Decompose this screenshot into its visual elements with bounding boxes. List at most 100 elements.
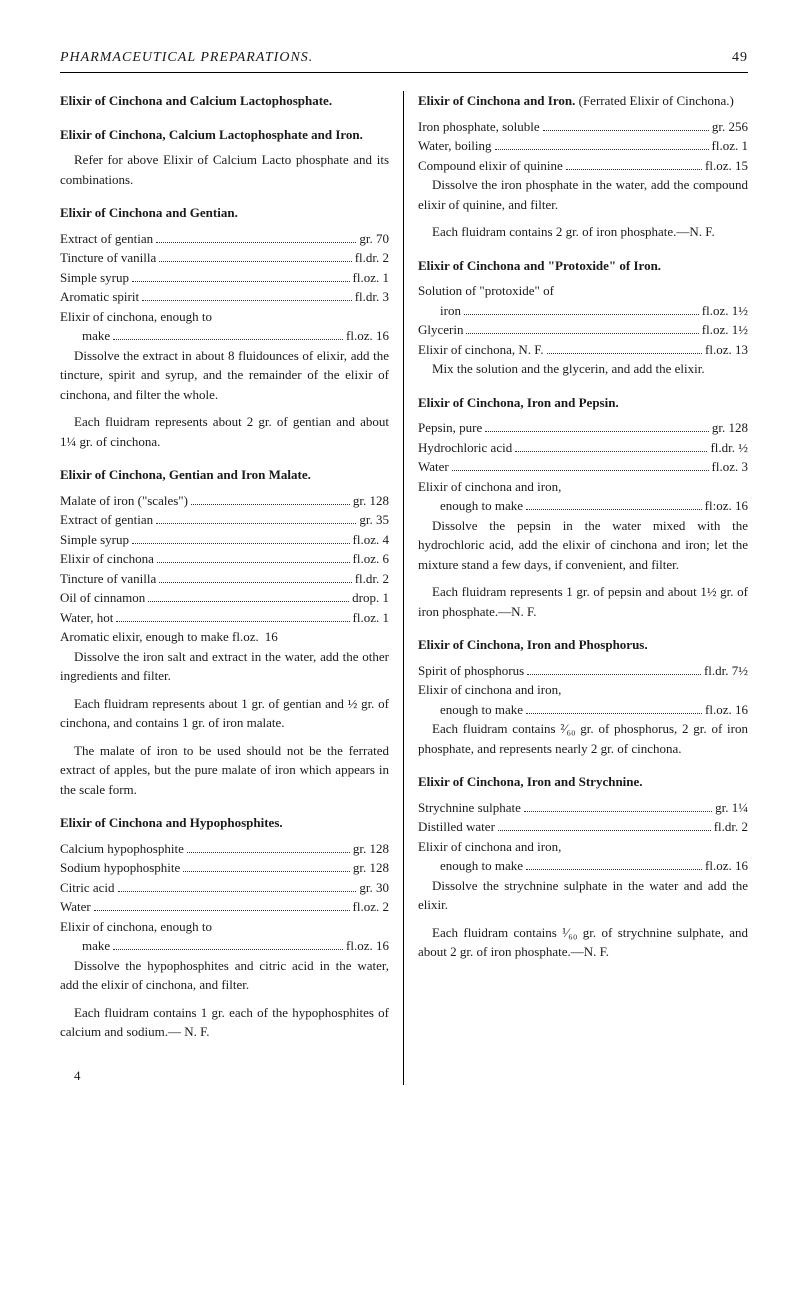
title-main: Elixir of Cinchona and Iron. (418, 93, 575, 108)
columns: Elixir of Cinchona and Calcium Lactophos… (60, 91, 748, 1085)
paragraph: Mix the solution and the glycerin, and a… (418, 359, 748, 379)
left-column: Elixir of Cinchona and Calcium Lactophos… (60, 91, 404, 1085)
leader-dots (113, 330, 343, 340)
ingredient-label: Elixir of cinchona, enough to (60, 917, 212, 937)
ingredient-amount: gr. 70 (359, 229, 389, 249)
ingredient-line: enough to make fl:oz. 16 (418, 496, 748, 516)
paragraph: Dissolve the iron salt and extract in th… (60, 647, 389, 686)
ingredient-amount: gr. 128 (712, 418, 748, 438)
ingredient-line: Elixir of cinchona and iron, (418, 477, 748, 497)
paragraph: Each fluidram contains ¹⁄₆₀ gr. of stryc… (418, 923, 748, 962)
ingredient-amount: fl.oz. 1 (353, 268, 389, 288)
entry-title: Elixir of Cinchona and Gentian. (60, 203, 389, 223)
leader-dots (159, 252, 351, 262)
ingredient-line: make fl.oz. 16 (60, 326, 389, 346)
entry-title: Elixir of Cinchona and Hypophosphites. (60, 813, 389, 833)
ingredient-amount: gr. 128 (353, 839, 389, 859)
ingredient-amount: fl.dr. 2 (355, 569, 389, 589)
leader-dots (187, 842, 350, 852)
leader-dots (526, 703, 702, 713)
ingredient-label: Calcium hypophosphite (60, 839, 184, 859)
ingredient-amount: fl.dr. 3 (355, 287, 389, 307)
ingredient-line: Tincture of vanillafl.dr. 2 (60, 569, 389, 589)
leader-dots (157, 553, 350, 563)
paragraph: Each fluidram represents about 1 gr. of … (60, 694, 389, 733)
ingredient-amount: gr. 128 (353, 491, 389, 511)
ingredient-amount: gr. 30 (359, 878, 389, 898)
ingredient-line: makefl.oz. 16 (60, 936, 389, 956)
leader-dots (183, 862, 350, 872)
paragraph: Dissolve the strychnine sulphate in the … (418, 876, 748, 915)
entry-title: Elixir of Cinchona, Gentian and Iron Mal… (60, 465, 389, 485)
ingredient-amount: fl.oz. 1 (712, 136, 748, 156)
entry-title: Elixir of Cinchona and Iron. (Ferrated E… (418, 91, 748, 111)
leader-dots (466, 324, 698, 334)
ingredient-label: enough to make (440, 496, 523, 516)
ingredient-line: Malate of iron ("scales")gr. 128 (60, 491, 389, 511)
ingredient-amount: gr. 256 (712, 117, 748, 137)
ingredient-amount: fl:oz. 16 (705, 496, 748, 516)
ingredient-amount: fl.oz. 2 (353, 897, 389, 917)
ingredient-line: Water, boilingfl.oz. 1 (418, 136, 748, 156)
ingredient-line: iron fl.oz. 1½ (418, 301, 748, 321)
paragraph: Dissolve the iron phosphate in the water… (418, 175, 748, 214)
leader-dots (132, 533, 350, 543)
ingredient-label: Glycerin (418, 320, 463, 340)
page-number: 49 (732, 50, 748, 66)
ingredient-line: Solution of "protoxide" of (418, 281, 748, 301)
leader-dots (524, 801, 712, 811)
leader-dots (118, 881, 357, 891)
ingredient-label: Simple syrup (60, 268, 129, 288)
ingredient-label: Elixir of cinchona (60, 549, 154, 569)
leader-dots (113, 940, 343, 950)
ingredient-line: Hydrochloric acidfl.dr. ½ (418, 438, 748, 458)
ingredient-label: Elixir of cinchona and iron, (418, 837, 561, 857)
ingredient-line: Simple syrup fl.oz. 1 (60, 268, 389, 288)
ingredient-line: Calcium hypophosphite gr. 128 (60, 839, 389, 859)
ingredient-label: Aromatic spirit (60, 287, 139, 307)
paragraph: Refer for above Elixir of Calcium Lacto … (60, 150, 389, 189)
ingredient-label: iron (440, 301, 461, 321)
ingredient-label: Simple syrup (60, 530, 129, 550)
ingredient-amount: fl.dr. 2 (714, 817, 748, 837)
ingredient-line: Water fl.oz. 2 (60, 897, 389, 917)
ingredient-line: Citric acidgr. 30 (60, 878, 389, 898)
ingredient-line: Extract of gentiangr. 35 (60, 510, 389, 530)
leader-dots (547, 343, 702, 353)
ingredient-label: Elixir of cinchona and iron, (418, 680, 561, 700)
ingredient-amount: fl.oz. 16 (346, 326, 389, 346)
leader-dots (159, 572, 351, 582)
ingredient-label: make (82, 326, 110, 346)
ingredient-line: Sodium hypophosphitegr. 128 (60, 858, 389, 878)
ingredient-line: Elixir of cinchonafl.oz. 6 (60, 549, 389, 569)
paragraph: Each fluidram represents 1 gr. of pepsin… (418, 582, 748, 621)
leader-dots (543, 120, 709, 130)
ingredient-amount: gr. 1¼ (715, 798, 748, 818)
ingredient-amount: fl.oz. 1½ (702, 320, 748, 340)
ingredient-line: Oil of cinnamondrop. 1 (60, 588, 389, 608)
ingredient-label: Water (418, 457, 449, 477)
paragraph: Each fluidram represents about 2 gr. of … (60, 412, 389, 451)
ingredient-line: Glycerin fl.oz. 1½ (418, 320, 748, 340)
ingredient-line: enough to makefl.oz. 16 (418, 700, 748, 720)
leader-dots (566, 159, 702, 169)
ingredient-line: Aromatic elixir, enough to make fl.oz.16 (60, 627, 389, 647)
ingredient-label: Hydrochloric acid (418, 438, 512, 458)
ingredient-amount: fl.oz. 16 (705, 700, 748, 720)
ingredient-amount: fl.dr. 7½ (704, 661, 748, 681)
ingredient-line: Extract of gentiangr. 70 (60, 229, 389, 249)
ingredient-line: Waterfl.oz. 3 (418, 457, 748, 477)
ingredient-label: Elixir of cinchona, enough to (60, 307, 212, 327)
leader-dots (526, 860, 702, 870)
entry-title: Elixir of Cinchona and Calcium Lactophos… (60, 91, 389, 111)
ingredient-line: Iron phosphate, solublegr. 256 (418, 117, 748, 137)
ingredient-line: Water, hotfl.oz. 1 (60, 608, 389, 628)
ingredient-label: Distilled water (418, 817, 495, 837)
leader-dots (498, 821, 711, 831)
ingredient-line: Compound elixir of quininefl.oz. 15 (418, 156, 748, 176)
ingredient-amount: fl.oz. 1½ (702, 301, 748, 321)
ingredient-label: Water (60, 897, 91, 917)
ingredient-line: Spirit of phosphorusfl.dr. 7½ (418, 661, 748, 681)
ingredient-line: Simple syrupfl.oz. 4 (60, 530, 389, 550)
entry-title: Elixir of Cinchona, Iron and Pepsin. (418, 393, 748, 413)
